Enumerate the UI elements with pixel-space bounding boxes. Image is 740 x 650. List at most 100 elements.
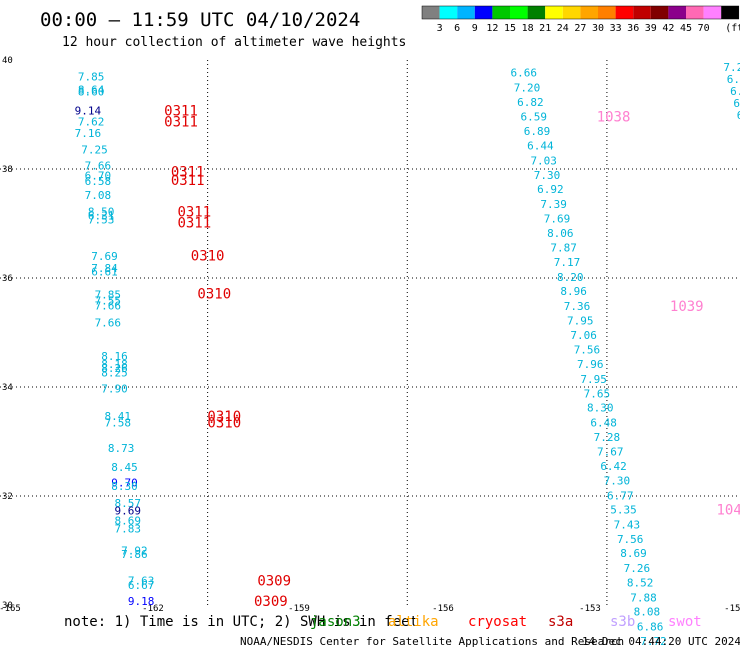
wave-height-point: 7.03 <box>530 154 557 167</box>
wave-height-point: 8.08 <box>634 606 661 619</box>
wave-height-point: 8.60 <box>78 86 105 99</box>
wave-height-point: 7.16 <box>75 127 102 140</box>
wave-height-point: 6.89 <box>524 125 551 138</box>
y-tick-label: 38 <box>2 165 13 175</box>
wave-height-point: 9.18 <box>128 595 155 608</box>
wave-height-point: 7.72 <box>640 635 667 648</box>
wave-height-point: 8.69 <box>115 515 142 528</box>
scale-swatch <box>615 6 634 19</box>
wave-height-point: 7.43 <box>614 518 641 531</box>
scale-swatch <box>580 6 598 19</box>
wave-height-point: 8.45 <box>111 461 138 474</box>
pass-time-label: 0310 <box>207 409 241 425</box>
wave-height-point: 8.64 <box>78 83 105 96</box>
satellite-legend-item: cryosat <box>468 614 527 630</box>
wave-height-point: 9.14 <box>75 105 102 118</box>
wave-height-point: 7.56 <box>574 343 601 356</box>
wave-height-point: 7.30 <box>604 475 631 488</box>
pass-time-label: 1038 <box>597 110 631 126</box>
wave-height-point: 8.18 <box>101 358 128 371</box>
y-tick-label: 34 <box>2 383 13 393</box>
wave-height-point: 7.69 <box>544 213 571 226</box>
pass-time-label: 0311 <box>164 115 198 131</box>
y-tick-label: 30 <box>2 601 13 611</box>
satellite-legend: jason3 altika cryosat s3a s3b swot <box>310 614 702 630</box>
scale-swatch <box>703 6 722 19</box>
wave-height-point: 6.86 <box>637 620 664 633</box>
wave-height-point: 7.20 <box>514 81 541 94</box>
wave-height-point: 7.28 <box>594 431 621 444</box>
y-tick-label: 40 <box>2 56 13 66</box>
scale-swatch <box>422 6 440 19</box>
x-tick-label: -154 <box>724 604 740 614</box>
pass-time-label: 0311 <box>171 165 205 181</box>
wave-height-point: 7.66 <box>85 160 112 173</box>
wave-height-point: 7.90 <box>101 383 128 396</box>
data-points: 7.858.648.609.147.627.167.257.666.706.58… <box>75 61 740 648</box>
scale-border <box>421 5 740 20</box>
wave-height-point: 8.57 <box>115 497 142 510</box>
wave-height-point: 6.40 <box>733 97 740 110</box>
scale-label: 30 <box>592 23 604 34</box>
scale-label: 24 <box>557 23 569 34</box>
wave-height-point: 7.08 <box>85 189 112 202</box>
wave-height-point: 6.97 <box>727 73 740 86</box>
scale-swatch <box>598 6 616 19</box>
wave-height-point: 7.17 <box>554 256 581 269</box>
scale-label: 3 <box>437 23 443 34</box>
wave-height-point: 5.35 <box>610 504 637 517</box>
wave-height-point: 7.62 <box>78 116 105 129</box>
pass-time-label: 1039 <box>670 299 704 315</box>
wave-height-point: 7.66 <box>95 317 122 330</box>
wave-height-point: 7.25 <box>81 143 108 156</box>
wave-height-point: 7.65 <box>584 388 611 401</box>
scale-label: 45 <box>680 23 692 34</box>
scale-label: 9 <box>472 23 478 34</box>
wave-height-point: 6.73 <box>730 85 740 98</box>
scale-swatch <box>527 6 546 19</box>
wave-height-point: 8.50 <box>88 206 115 219</box>
scale-label: 18 <box>522 23 534 34</box>
satellite-legend-item: s3a <box>548 614 573 630</box>
grid-lines <box>0 60 740 605</box>
satellite-legend-item: altika <box>388 614 439 630</box>
scale-label: 27 <box>574 23 586 34</box>
wave-height-point: 7.26 <box>624 562 651 575</box>
x-tick-label: -162 <box>142 604 164 614</box>
pass-time-label: 0311 <box>177 205 211 221</box>
wave-height-point: 6.42 <box>600 460 627 473</box>
wave-height-point: 7.63 <box>128 574 155 587</box>
wave-height-point: 8.06 <box>547 227 574 240</box>
pass-time-label: 0311 <box>177 215 211 231</box>
pass-time-label: 0310 <box>207 415 241 431</box>
scale-swatch <box>686 6 704 19</box>
wave-height-point: 6.67 <box>128 579 155 592</box>
wave-height-point: 6.66 <box>510 67 537 80</box>
wave-height-point: 7.06 <box>570 329 597 342</box>
scale-label: 15 <box>504 23 516 34</box>
scale-swatch <box>492 6 510 19</box>
wave-height-point: 7.39 <box>540 198 567 211</box>
wave-height-point: 7.27 <box>723 61 740 74</box>
wave-height-point: 8.96 <box>560 285 587 298</box>
wave-height-point: 7.66 <box>95 299 122 312</box>
scale-swatch <box>439 6 458 19</box>
scale-label: 12 <box>486 23 498 34</box>
pass-time-label: 0310 <box>197 286 231 302</box>
wave-height-point: 7.95 <box>580 373 607 386</box>
wave-height-point: 7.55 <box>95 294 122 307</box>
wave-height-point: 6.44 <box>527 140 554 153</box>
pass-time-label: 0310 <box>191 249 225 265</box>
wave-height-point: 6.59 <box>520 111 547 124</box>
wave-height-point: 6.82 <box>517 96 544 109</box>
scale-label: 70 <box>698 23 710 34</box>
wave-height-point: 7.83 <box>115 523 142 536</box>
credit-text: NOAA/NESDIS Center for Satellite Applica… <box>240 635 624 648</box>
x-tick-label: -165 <box>0 604 21 614</box>
x-tick-label: -159 <box>288 604 310 614</box>
wave-height-point: 7.56 <box>617 533 644 546</box>
chart-title: 00:00 – 11:59 UTC 04/10/2024 <box>40 9 360 31</box>
wave-height-point: 6.77 <box>607 489 634 502</box>
scale-swatch <box>562 6 581 19</box>
